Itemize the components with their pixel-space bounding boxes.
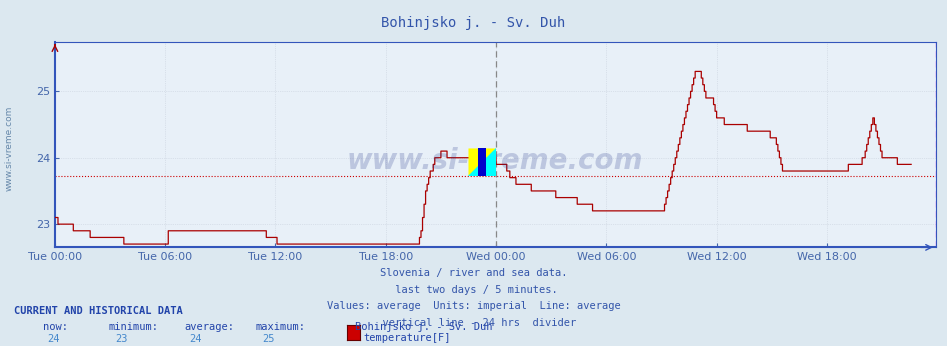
Text: CURRENT AND HISTORICAL DATA: CURRENT AND HISTORICAL DATA [14,306,183,316]
Text: Slovenia / river and sea data.: Slovenia / river and sea data. [380,268,567,278]
Text: 23: 23 [116,334,128,344]
Text: 24: 24 [189,334,202,344]
Text: 25: 25 [262,334,275,344]
Text: maximum:: maximum: [256,322,306,332]
Polygon shape [478,148,487,176]
Text: last two days / 5 minutes.: last two days / 5 minutes. [389,285,558,295]
Text: www.si-vreme.com: www.si-vreme.com [5,106,14,191]
Text: www.si-vreme.com: www.si-vreme.com [347,147,644,175]
Text: temperature[F]: temperature[F] [364,333,451,343]
Text: vertical line - 24 hrs  divider: vertical line - 24 hrs divider [370,318,577,328]
Text: average:: average: [185,322,235,332]
Polygon shape [469,148,496,176]
Text: Values: average  Units: imperial  Line: average: Values: average Units: imperial Line: av… [327,301,620,311]
Text: now:: now: [43,322,67,332]
Text: minimum:: minimum: [109,322,159,332]
Text: Bohinjsko j. - Sv. Duh: Bohinjsko j. - Sv. Duh [355,322,492,332]
Polygon shape [469,148,496,176]
Text: Bohinjsko j. - Sv. Duh: Bohinjsko j. - Sv. Duh [382,16,565,29]
Text: 24: 24 [47,334,60,344]
